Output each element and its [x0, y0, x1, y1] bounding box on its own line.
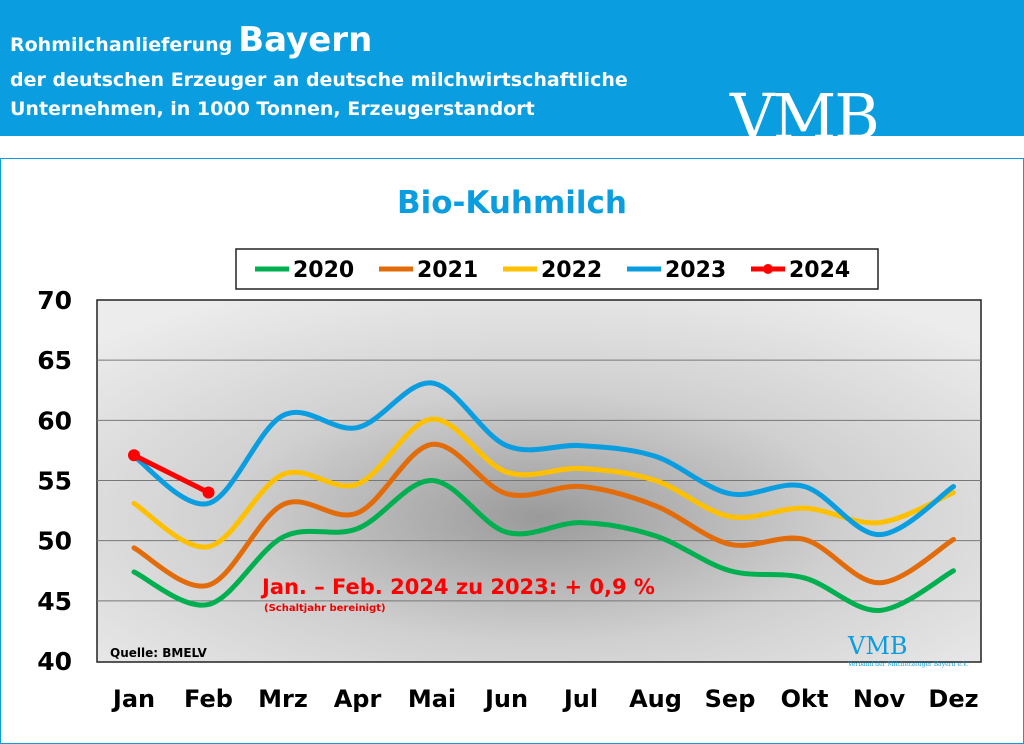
- data-point-2024: [128, 449, 140, 462]
- y-tick-label: 60: [37, 406, 72, 435]
- series-line-2024: [131, 452, 211, 496]
- x-tick-label: Mai: [408, 685, 456, 713]
- series-line-2023: [131, 380, 956, 538]
- x-tick-label: Aug: [629, 685, 682, 713]
- x-tick-label: Okt: [781, 685, 829, 713]
- watermark-logo: VMB: [847, 632, 908, 660]
- y-tick-label: 70: [37, 286, 72, 315]
- data-point-2024: [202, 486, 215, 499]
- header-line1: Rohmilchanlieferung Bayern: [10, 20, 373, 60]
- y-tick-label: 45: [37, 587, 72, 616]
- x-tick-label: Nov: [853, 685, 906, 713]
- x-tick-label: Sep: [705, 685, 756, 713]
- legend-marker: [763, 264, 773, 274]
- watermark-subtitle: Verband der Milcherzeuger Bayern e.V.: [847, 661, 968, 668]
- annotation: Jan. – Feb. 2024 zu 2023: + 0,9 %: [260, 575, 655, 599]
- series-line-2020: [131, 477, 956, 613]
- x-tick-label: Feb: [184, 685, 233, 713]
- series-line-2021: [131, 441, 956, 589]
- legend-label-2021: 2021: [417, 258, 478, 283]
- series-line-2022: [131, 416, 956, 550]
- y-tick-label: 55: [37, 467, 72, 496]
- y-tick-label: 50: [37, 527, 72, 556]
- header-subtitle: der deutschen Erzeuger an deutsche milch…: [10, 69, 628, 120]
- vmb-logo: VMB: [730, 80, 880, 153]
- x-tick-label: Jul: [562, 685, 598, 713]
- annotation-note: (Schaltjahr bereinigt): [264, 603, 386, 614]
- legend-label-2020: 2020: [293, 258, 354, 283]
- x-tick-label: Mrz: [258, 685, 308, 713]
- y-tick-label: 40: [37, 647, 72, 676]
- y-tick-label: 65: [37, 346, 72, 375]
- legend-label-2024: 2024: [789, 258, 850, 283]
- x-tick-label: Jan: [111, 685, 155, 713]
- x-tick-label: Dez: [928, 685, 978, 713]
- source-label: Quelle: BMELV: [110, 646, 208, 660]
- header-region: Bayern: [238, 20, 373, 60]
- legend-label-2023: 2023: [665, 258, 726, 283]
- x-tick-label: Jun: [483, 685, 528, 713]
- x-tick-label: Apr: [334, 685, 382, 713]
- chart-title: Bio-Kuhmilch: [396, 185, 628, 221]
- header-banner: Rohmilchanlieferung Bayern der deutschen …: [0, 0, 1024, 153]
- legend-label-2022: 2022: [541, 258, 602, 283]
